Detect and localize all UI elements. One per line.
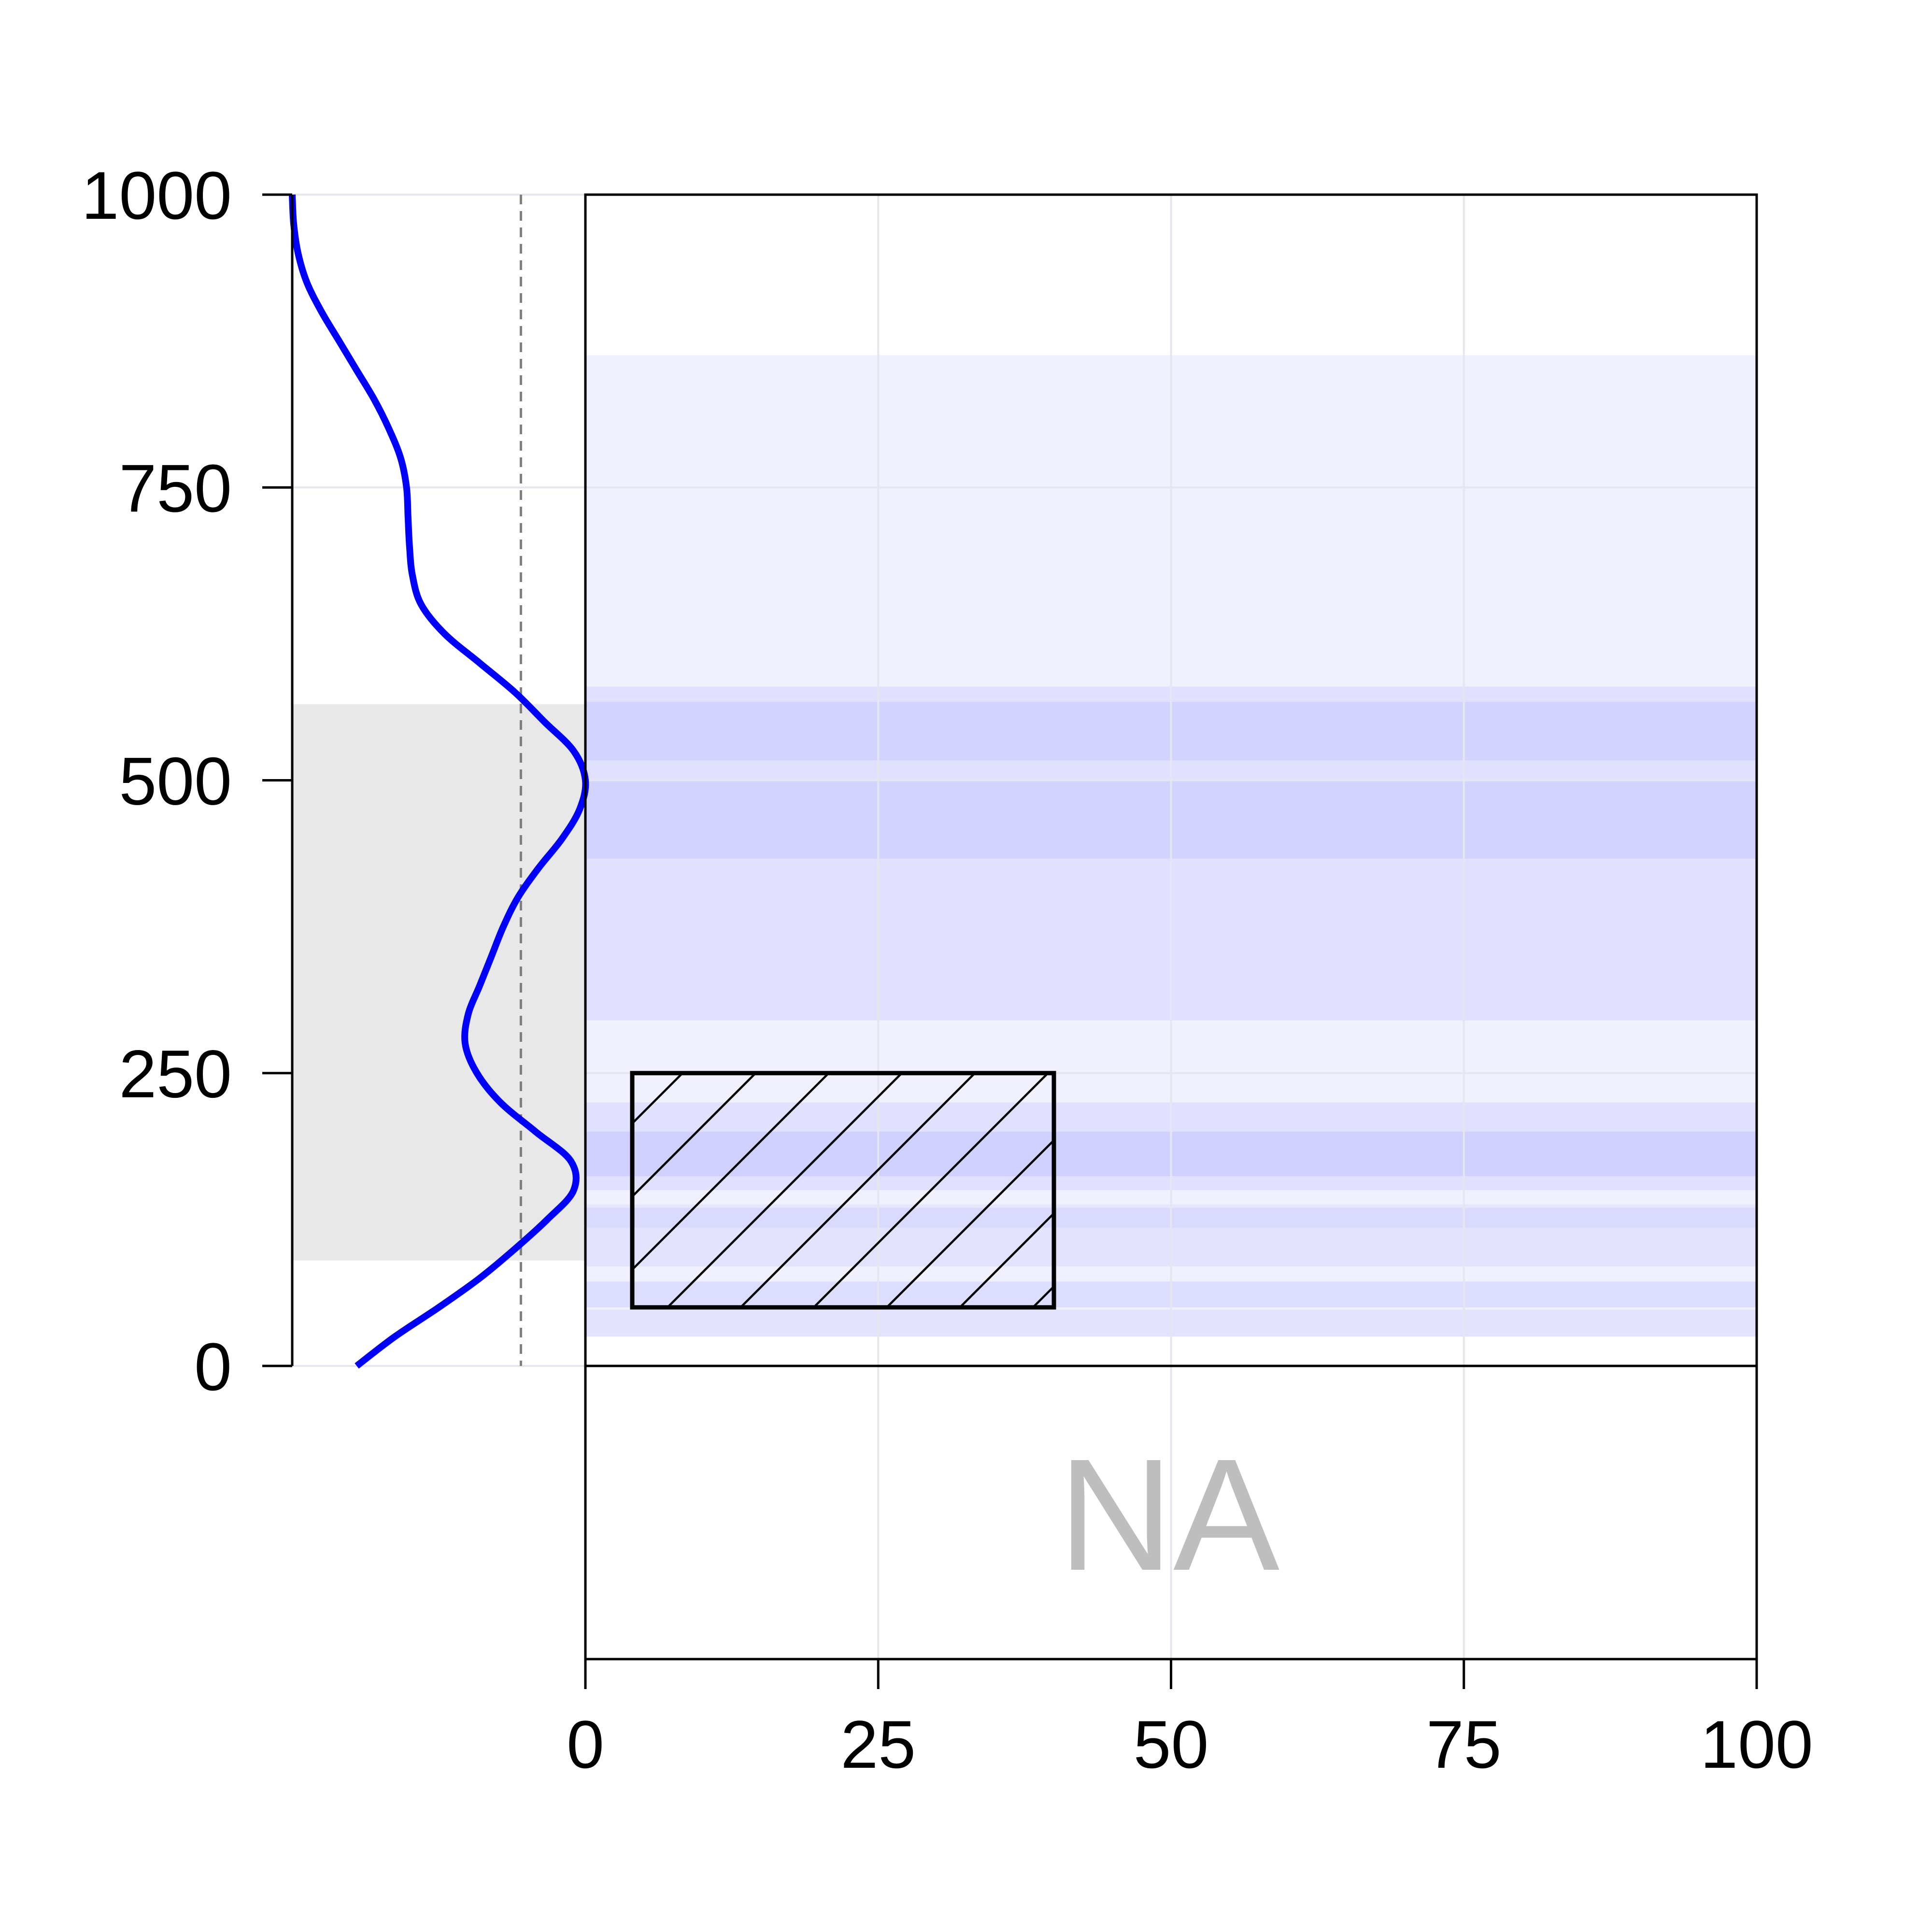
y-tick-label: 0 [194, 1329, 232, 1405]
y-tick-label: 500 [119, 743, 232, 819]
density-curve [289, 194, 589, 1369]
na-label: NA [1058, 1425, 1280, 1604]
density-shaded-interval [292, 704, 585, 1261]
y-tick-label: 250 [119, 1036, 232, 1112]
x-axis-ticks: 0 25 50 75 100 [567, 1659, 1813, 1782]
hatched-rectangle [630, 1071, 1056, 1310]
y-tick-label: 750 [119, 450, 232, 526]
x-tick-label: 100 [1700, 1706, 1813, 1782]
x-tick-label: 75 [1426, 1706, 1502, 1782]
x-tick-label: 50 [1134, 1706, 1209, 1782]
y-axis-ticks: 0 250 500 750 1000 [82, 157, 292, 1405]
x-tick-label: 0 [567, 1706, 604, 1782]
y-tick-label: 1000 [82, 157, 232, 233]
x-tick-label: 25 [840, 1706, 916, 1782]
